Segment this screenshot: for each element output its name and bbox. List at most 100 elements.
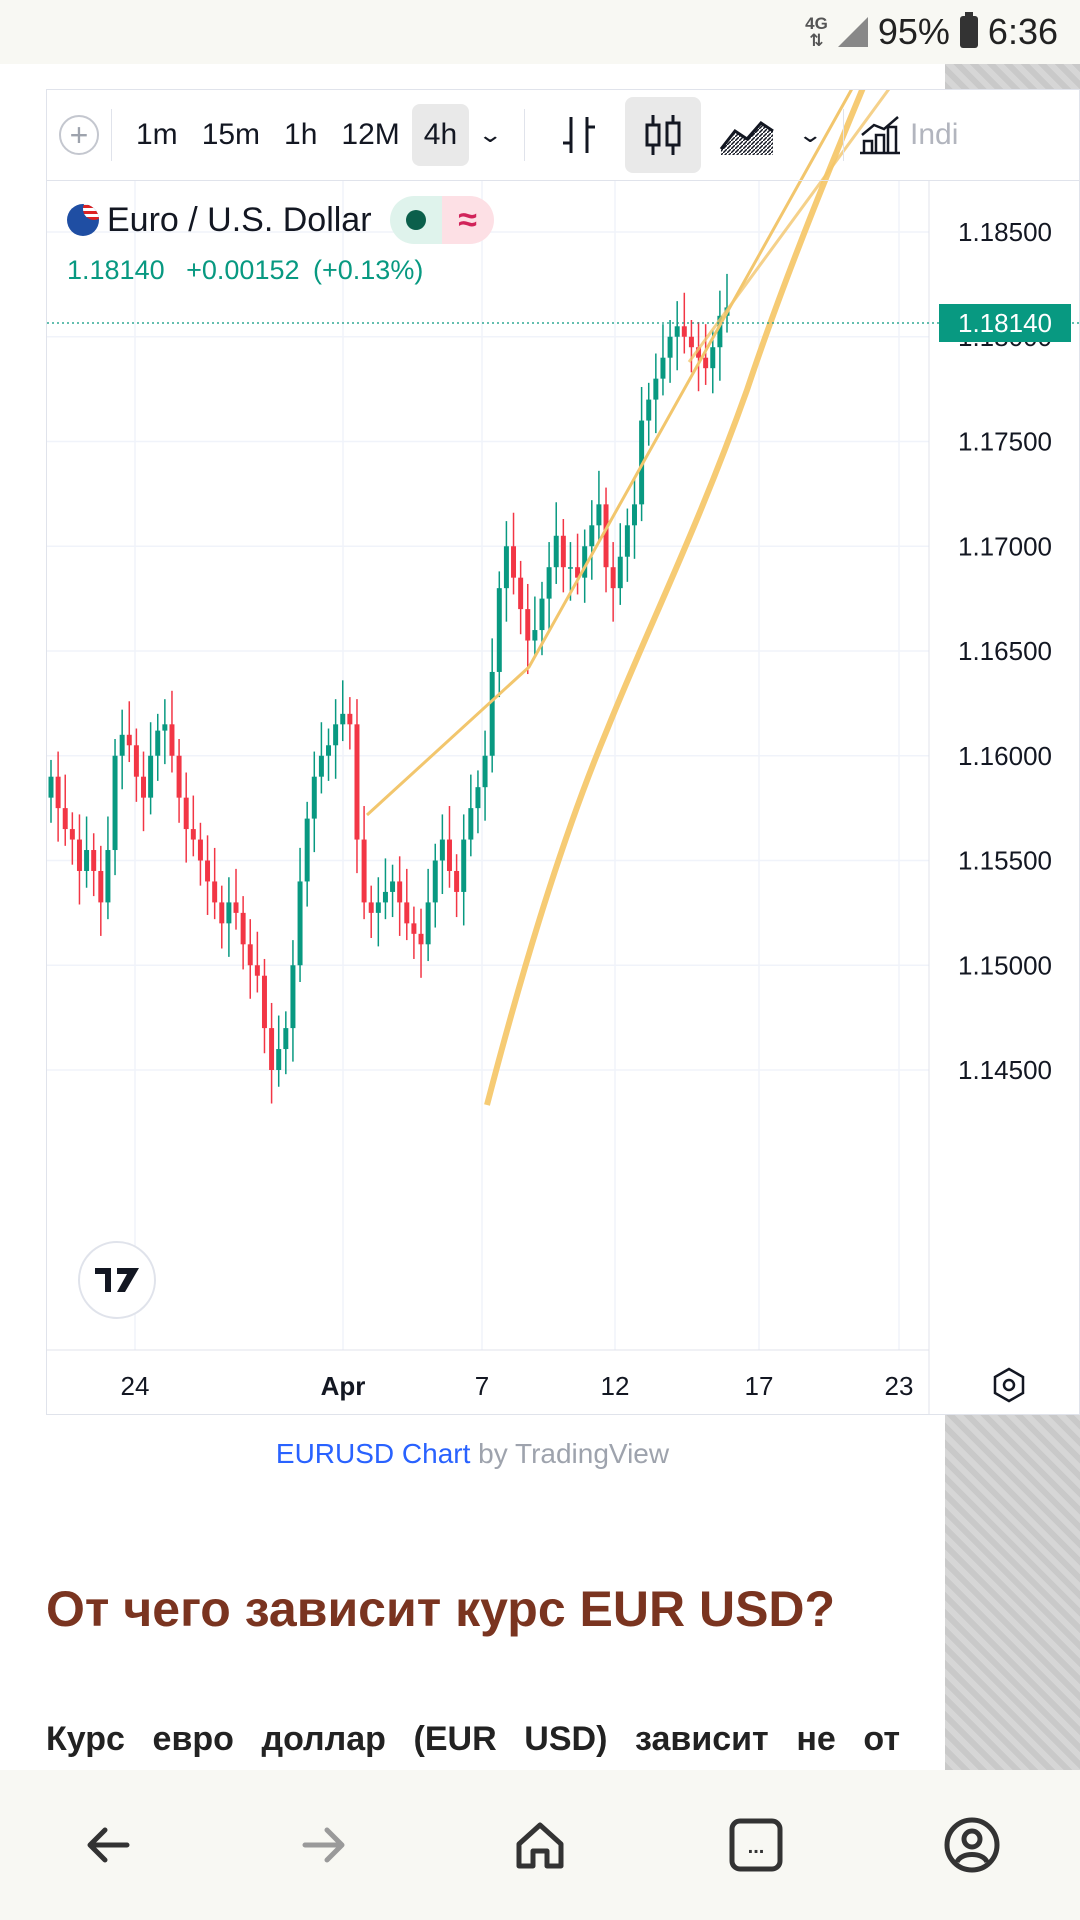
candle-body: [76, 839, 82, 871]
symbol-legend: Euro / U.S. Dollar ≈ 1.18140 +0.00152 (+…: [67, 195, 494, 286]
candle-body: [148, 755, 154, 798]
timeframe-dropdown-chevron-icon[interactable]: ⌄: [477, 122, 504, 147]
candle-body: [397, 881, 403, 903]
candle-body: [382, 891, 388, 903]
price-tick-label: 1.16500: [958, 636, 1052, 666]
candles-chart-type-button[interactable]: [624, 97, 701, 173]
area-chart-type-button[interactable]: [709, 97, 785, 173]
candle-body: [133, 745, 139, 777]
tabs-icon: ...: [729, 1818, 783, 1872]
price-tick-label: 1.15500: [958, 846, 1052, 876]
status-bar: 4G ⇅ 95% 6:36: [0, 0, 1080, 64]
candle-body: [610, 567, 616, 589]
indicators-icon[interactable]: [856, 113, 904, 157]
market-open-dot-icon: [389, 196, 442, 244]
user-icon: [944, 1817, 1000, 1873]
signal-icon: [837, 17, 868, 47]
browser-bottom-nav: ...: [0, 1770, 1080, 1920]
candle-body: [624, 525, 630, 557]
candle-body: [575, 567, 581, 578]
candle-body: [710, 347, 716, 369]
candle-body: [197, 839, 203, 861]
time-tick-label: 7: [475, 1371, 489, 1401]
candle-body: [653, 378, 659, 400]
candle-body: [681, 326, 687, 337]
bar-chart-type-button[interactable]: [541, 97, 617, 173]
eur-usd-flag-icon: [67, 204, 99, 236]
candle-body: [454, 870, 460, 892]
battery-icon: [959, 12, 978, 48]
add-symbol-button[interactable]: +: [59, 115, 99, 155]
price-tick-label: 1.16000: [958, 741, 1052, 771]
candle-body: [226, 902, 232, 924]
candle-body: [297, 881, 303, 966]
candle-body: [425, 902, 431, 945]
caption-suffix: by TradingView: [470, 1438, 670, 1469]
timeframe-1h[interactable]: 1h: [284, 118, 318, 151]
settings-icon[interactable]: [993, 1367, 1025, 1403]
home-button[interactable]: [490, 1795, 590, 1895]
candle-body: [696, 347, 702, 358]
chart-canvas[interactable]: 1.185001.180001.175001.170001.165001.160…: [47, 90, 1079, 1414]
clock: 6:36: [987, 11, 1058, 52]
arrow-left-icon: [87, 1827, 130, 1863]
candle-body: [603, 504, 609, 568]
timeframe-1m[interactable]: 1m: [136, 118, 178, 151]
candle-body: [119, 734, 125, 756]
candle-body: [482, 755, 488, 788]
candle-body: [468, 808, 474, 840]
candle-body: [390, 881, 396, 892]
candle-body: [703, 357, 709, 369]
forward-button[interactable]: [274, 1795, 374, 1895]
chart-toolbar: + 1m 15m 1h 12M 4h ⌄ ⌄: [47, 90, 1079, 181]
time-tick-label: 17: [745, 1371, 774, 1401]
last-price-label: 1.18140: [958, 308, 1052, 338]
chart-type-dropdown-chevron-icon[interactable]: ⌄: [796, 122, 823, 147]
candle-body: [546, 567, 552, 599]
candle-body: [432, 860, 438, 903]
timeframe-12M[interactable]: 12M: [341, 118, 400, 151]
tradingview-widget[interactable]: 1.185001.180001.175001.170001.165001.160…: [46, 89, 1080, 1415]
timeframe-4h[interactable]: 4h: [411, 104, 470, 166]
indicators-button-label[interactable]: Indi: [910, 118, 959, 151]
candle-body: [688, 336, 694, 348]
back-button[interactable]: [58, 1795, 158, 1895]
symbol-name[interactable]: Euro / U.S. Dollar: [107, 200, 372, 239]
candle-body: [212, 881, 218, 903]
candle-body: [646, 399, 652, 421]
candle-body: [518, 577, 524, 610]
article-heading: От чего зависит курс EUR USD?: [46, 1581, 836, 1637]
candle-body: [62, 808, 68, 830]
timeframe-15m[interactable]: 15m: [201, 118, 261, 151]
candle-body: [340, 713, 346, 725]
candle-body: [361, 839, 367, 903]
candle-body: [511, 546, 517, 578]
candle-body: [254, 965, 260, 976]
candle-body: [98, 870, 104, 903]
candle-body: [290, 965, 296, 1029]
legend-price: 1.18140: [67, 255, 165, 285]
price-tick-label: 1.14500: [958, 1055, 1052, 1085]
bars-icon: [562, 117, 595, 153]
upper-trendline-2: [687, 90, 891, 363]
tabs-button[interactable]: ...: [706, 1795, 806, 1895]
candle-body: [233, 902, 239, 913]
candle-body: [632, 504, 637, 526]
price-axis: 1.185001.180001.175001.170001.165001.160…: [958, 217, 1052, 1085]
candle-body: [496, 588, 502, 672]
candle-body: [48, 776, 54, 798]
time-tick-label: 12: [601, 1371, 630, 1401]
candle-body: [240, 912, 246, 945]
candle-body: [567, 567, 573, 569]
profile-button[interactable]: [922, 1795, 1022, 1895]
candle-body: [333, 724, 339, 746]
eurusd-chart-link[interactable]: EURUSD Chart: [275, 1438, 471, 1469]
candle-body: [375, 902, 381, 913]
market-status-pill[interactable]: ≈: [389, 196, 494, 244]
candle-body: [418, 933, 424, 945]
candle-body: [69, 829, 75, 840]
tradingview-logo-icon[interactable]: [78, 1241, 156, 1319]
candle-body: [126, 734, 132, 746]
candle-body: [617, 556, 623, 589]
candle-body: [347, 713, 353, 725]
